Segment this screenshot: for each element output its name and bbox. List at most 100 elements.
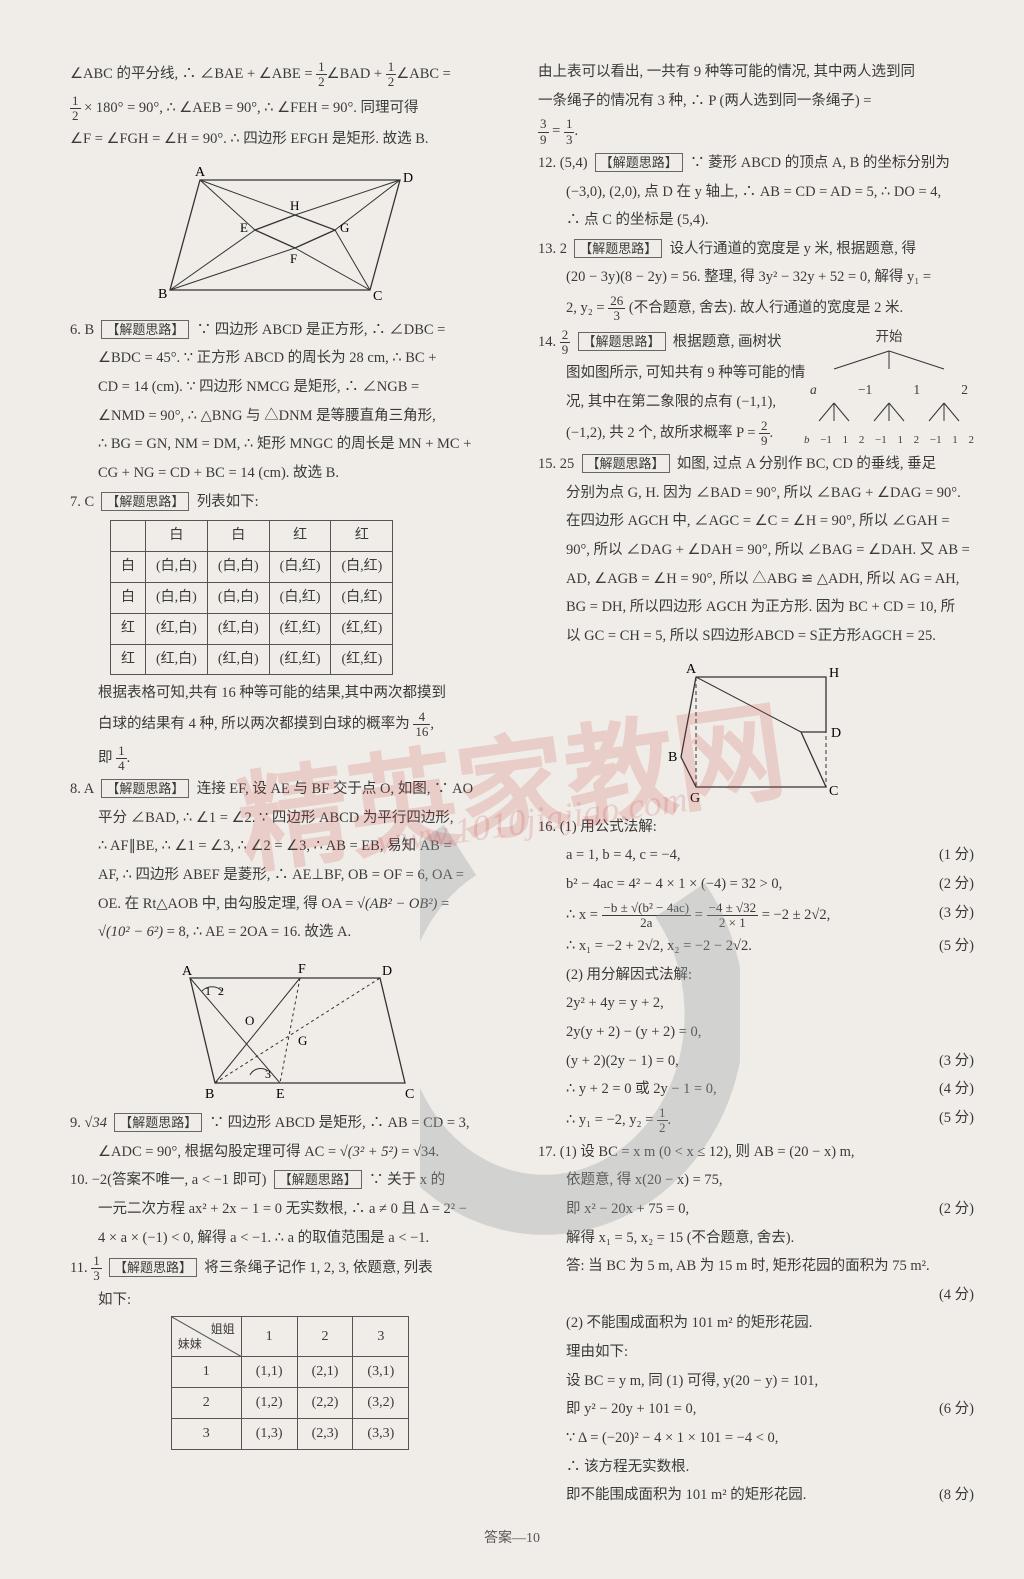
q6-l4: ∠NMD = 90°, ∴ △BNG 与 △DNM 是等腰直角三角形, xyxy=(70,404,510,429)
q15-l7: 以 GC = CH = 5, 所以 S四边形ABCD = S正方形AGCH = … xyxy=(538,624,974,649)
q7-l3: 白球的结果有 4 种, 所以两次都摸到白球的概率为 416, xyxy=(70,710,510,740)
table-row: 白白红红 xyxy=(111,521,393,552)
q11-r2: 一条绳子的情况有 3 种, ∴ P (两人选到同一条绳子) = xyxy=(538,89,974,114)
q6-l3: CD = 14 (cm). ∵ 四边形 NMCG 是矩形, ∴ ∠NGB = xyxy=(70,375,510,400)
hint-tag: 【解题思路】 xyxy=(595,153,683,172)
q16-l9: (y + 2)(2y − 1) = 0,(3 分) xyxy=(538,1049,974,1074)
table-row: 白(白,白)(白,白)(白,红)(白,红) xyxy=(111,552,393,583)
q5-line2: 12 × 180° = 90°, ∴ ∠AEB = 90°, ∴ ∠FEH = … xyxy=(70,94,510,124)
q15-l4: 90°, 所以 ∠DAG + ∠DAH = 90°, 所以 ∠BAG = ∠DA… xyxy=(538,538,974,563)
svg-text:D: D xyxy=(382,964,392,979)
table-row: 白(白,白)(白,白)(白,红)(白,红) xyxy=(111,582,393,613)
q11-head: 11. 13 【解题思路】 将三条绳子记作 1, 2, 3, 依题意, 列表 xyxy=(70,1254,510,1284)
svg-text:H: H xyxy=(290,198,299,213)
q17-l11: ∴ 该方程无实数根. xyxy=(538,1455,974,1480)
q9-l2: ∠ADC = 90°, 根据勾股定理可得 AC = √(3² + 5²) = √… xyxy=(70,1140,510,1165)
q7-table: 白白红红 白(白,白)(白,白)(白,红)(白,红) 白(白,白)(白,白)(白… xyxy=(110,520,393,675)
svg-text:F: F xyxy=(290,251,297,266)
q13-l3: 2, y₂ = 263 (不合题意, 舍去). 故人行通道的宽度是 2 米. xyxy=(538,294,974,324)
q17-l12: 即不能围成面积为 101 m² 的矩形花园.(8 分) xyxy=(538,1483,974,1508)
q8-l6: √(10² − 6²) = 8, ∴ AE = 2OA = 16. 故选 A. xyxy=(70,920,510,945)
q11-l2: 如下: xyxy=(70,1288,510,1313)
table-row: 3(1,3)(2,3)(3,3) xyxy=(171,1419,408,1450)
right-column: 由上表可以看出, 一共有 9 种等可能的情况, 其中两人选到同 一条绳子的情况有… xyxy=(538,60,974,1512)
q8-l3: ∴ AF∥BE, ∴ ∠1 = ∠3, ∴ ∠2 = ∠3, ∴ AB = EB… xyxy=(70,834,510,859)
svg-text:G: G xyxy=(340,220,349,235)
table-row: 1(1,1)(2,1)(3,1) xyxy=(171,1357,408,1388)
svg-text:3: 3 xyxy=(265,1067,271,1081)
q6-line: 6. B 【解题思路】 ∵ 四边形 ABCD 是正方形, ∴ ∠DBC = xyxy=(70,318,510,343)
q17-l7: 理由如下: xyxy=(538,1340,974,1365)
svg-text:C: C xyxy=(373,289,382,304)
svg-text:D: D xyxy=(403,171,413,186)
q6-l5: ∴ BG = GN, NM = DM, ∴ 矩形 MNGC 的周长是 MN + … xyxy=(70,432,510,457)
q11-r3: 39 = 13. xyxy=(538,117,974,147)
svg-text:B: B xyxy=(205,1087,214,1102)
hint-tag: 【解题思路】 xyxy=(114,1113,202,1132)
figure-parallelogram-efgh: A D B C E F G H xyxy=(70,160,510,310)
q17-l4: 解得 x₁ = 5, x₂ = 15 (不合题意, 舍去). xyxy=(538,1226,974,1251)
q17-l5: 答: 当 BC 为 5 m, AB 为 15 m 时, 矩形花园的面积为 75 … xyxy=(538,1254,974,1279)
page-container: ∠ABC 的平分线, ∴ ∠BAE + ∠ABE = 12∠BAD + 12∠A… xyxy=(0,0,1024,1542)
q10-l3: 4 × a × (−1) < 0, 解得 a < −1. ∴ a 的取值范围是 … xyxy=(70,1226,510,1251)
table-row: 姐姐 妹妹 123 xyxy=(171,1317,408,1357)
q16-l10: ∴ y + 2 = 0 或 2y − 1 = 0,(4 分) xyxy=(538,1077,974,1102)
q11-table: 姐姐 妹妹 123 1(1,1)(2,1)(3,1) 2(1,2)(2,2)(3… xyxy=(171,1316,409,1449)
svg-text:1: 1 xyxy=(205,984,211,998)
page-footer: 答案—10 xyxy=(0,1527,1024,1551)
q7-l4: 即 14. xyxy=(70,744,510,774)
hint-tag: 【解题思路】 xyxy=(582,454,670,473)
q16-l7: 2y² + 4y = y + 2, xyxy=(538,991,974,1016)
svg-text:2: 2 xyxy=(218,984,224,998)
svg-text:B: B xyxy=(668,750,677,765)
q17-l6: (2) 不能围成面积为 101 m² 的矩形花园. xyxy=(538,1311,974,1336)
q16-l3: b² − 4ac = 4² − 4 × 1 × (−4) = 32 > 0,(2… xyxy=(538,872,974,897)
q9-line: 9. √34 【解题思路】 ∵ 四边形 ABCD 是矩形, ∴ AB = CD … xyxy=(70,1111,510,1136)
q12-l3: ∴ 点 C 的坐标是 (5,4). xyxy=(538,208,974,233)
q7-head: 7. C 【解题思路】 列表如下: xyxy=(70,490,510,515)
hint-tag: 【解题思路】 xyxy=(274,1170,362,1189)
left-column: ∠ABC 的平分线, ∴ ∠BAE + ∠ABE = 12∠BAD + 12∠A… xyxy=(70,60,510,1512)
q17-l2: 依题意, 得 x(20 − x) = 75, xyxy=(538,1168,974,1193)
hint-tag: 【解题思路】 xyxy=(109,1258,197,1277)
q11-r1: 由上表可以看出, 一共有 9 种等可能的情况, 其中两人选到同 xyxy=(538,60,974,85)
q12-line: 12. (5,4) 【解题思路】 ∵ 菱形 ABCD 的顶点 A, B 的坐标分… xyxy=(538,151,974,176)
q12-l2: (−3,0), (2,0), 点 D 在 y 轴上, ∴ AB = CD = A… xyxy=(538,180,974,205)
q16-l5: ∴ x₁ = −2 + 2√2, x₂ = −2 − 2√2.(5 分) xyxy=(538,934,974,959)
svg-text:H: H xyxy=(829,666,839,681)
hint-tag: 【解题思路】 xyxy=(101,492,189,511)
svg-text:C: C xyxy=(405,1087,414,1102)
q17-l10: ∵ Δ = (−20)² − 4 × 1 × 101 = −4 < 0, xyxy=(538,1426,974,1451)
q8-l2: 平分 ∠BAD, ∴ ∠1 = ∠2. ∵ 四边形 ABCD 为平行四边形, xyxy=(70,806,510,831)
q17-s2: (4 分) xyxy=(538,1283,974,1308)
q16-head: 16. (1) 用公式法解: xyxy=(538,815,974,840)
q15-l5: AD, ∠AGB = ∠H = 90°, 所以 △ABG ≌ △ADH, 所以 … xyxy=(538,567,974,592)
svg-text:D: D xyxy=(831,726,841,741)
q13-line: 13. 2 【解题思路】 设人行通道的宽度是 y 米, 根据题意, 得 xyxy=(538,237,974,262)
q15-l6: BG = DH, 所以四边形 AGCH 为正方形. 因为 BC + CD = 1… xyxy=(538,595,974,620)
hint-tag: 【解题思路】 xyxy=(574,239,662,258)
q15-l3: 在四边形 AGCH 中, ∠AGC = ∠C = ∠H = 90°, 所以 ∠G… xyxy=(538,509,974,534)
svg-text:O: O xyxy=(245,1013,254,1028)
svg-text:C: C xyxy=(829,784,838,799)
q6-l2: ∠BDC = 45°. ∵ 正方形 ABCD 的周长为 28 cm, ∴ BC … xyxy=(70,346,510,371)
svg-text:E: E xyxy=(276,1087,285,1102)
hint-tag: 【解题思路】 xyxy=(101,320,189,339)
q13-l2: (20 − 3y)(8 − 2y) = 56. 整理, 得 3y² − 32y … xyxy=(538,265,974,290)
q16-l2: a = 1, b = 4, c = −4,(1 分) xyxy=(538,843,974,868)
figure-rhombus-abef: A F D B E C O G 1 2 3 xyxy=(70,953,510,1103)
q8-l4: AF, ∴ 四边形 ABEF 是菱形, ∴ AE⊥BF, OB = OF = 6… xyxy=(70,863,510,888)
q16-l6: (2) 用分解因式法解: xyxy=(538,963,974,988)
svg-text:G: G xyxy=(298,1033,307,1048)
svg-text:B: B xyxy=(158,287,167,302)
q8-head: 8. A 【解题思路】 连接 EF, 设 AE 与 BF 交于点 O, 如图, … xyxy=(70,777,510,802)
q10-line: 10. −2(答案不唯一, a < −1 即可) 【解题思路】 ∵ 关于 x 的 xyxy=(70,1168,510,1193)
tree-diagram: 开始 a−112 b−112−112−112 xyxy=(804,326,974,450)
q17-l3: 即 x² − 20x + 75 = 0,(2 分) xyxy=(538,1197,974,1222)
svg-text:E: E xyxy=(240,220,248,235)
table-row: 2(1,2)(2,2)(3,2) xyxy=(171,1388,408,1419)
table-row: 红(红,白)(红,白)(红,红)(红,红) xyxy=(111,644,393,675)
q6-l6: CG + NG = CD + BC = 14 (cm). 故选 B. xyxy=(70,461,510,486)
q16-l8: 2y(y + 2) − (y + 2) = 0, xyxy=(538,1020,974,1045)
q17-l9: 即 y² − 20y + 101 = 0,(6 分) xyxy=(538,1397,974,1422)
